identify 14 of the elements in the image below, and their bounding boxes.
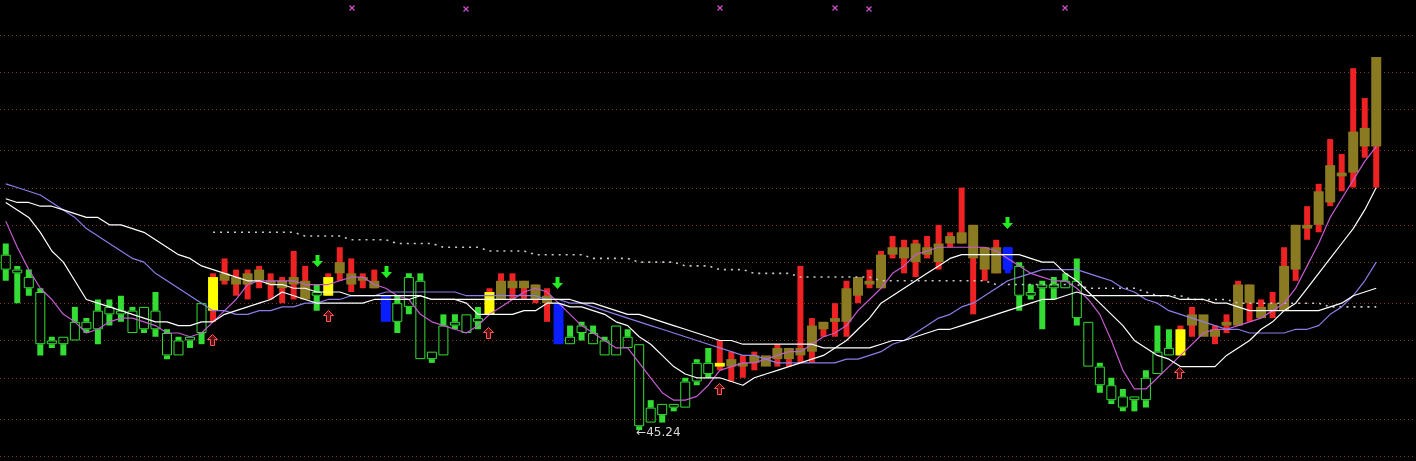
candlestick xyxy=(565,325,576,345)
candlestick xyxy=(933,224,944,270)
candlestick xyxy=(196,303,207,345)
annotation: ←45.24 xyxy=(636,425,681,440)
candlestick xyxy=(1244,284,1255,322)
candlestick xyxy=(714,340,725,371)
candlestick xyxy=(346,258,357,292)
candlestick xyxy=(1083,321,1094,367)
candlestick xyxy=(380,295,391,322)
candlestick xyxy=(334,247,345,281)
candlestick xyxy=(553,303,564,345)
candlestick xyxy=(852,277,863,304)
candlestick xyxy=(726,351,737,382)
candlestick xyxy=(1002,247,1013,274)
